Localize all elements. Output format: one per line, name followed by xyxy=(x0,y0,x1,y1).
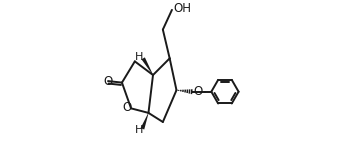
Polygon shape xyxy=(141,113,148,129)
Polygon shape xyxy=(141,57,153,75)
Text: H: H xyxy=(135,124,143,135)
Text: O: O xyxy=(193,85,203,98)
Text: H: H xyxy=(135,52,143,62)
Text: O: O xyxy=(122,101,132,114)
Text: OH: OH xyxy=(173,2,191,15)
Text: O: O xyxy=(103,75,112,88)
